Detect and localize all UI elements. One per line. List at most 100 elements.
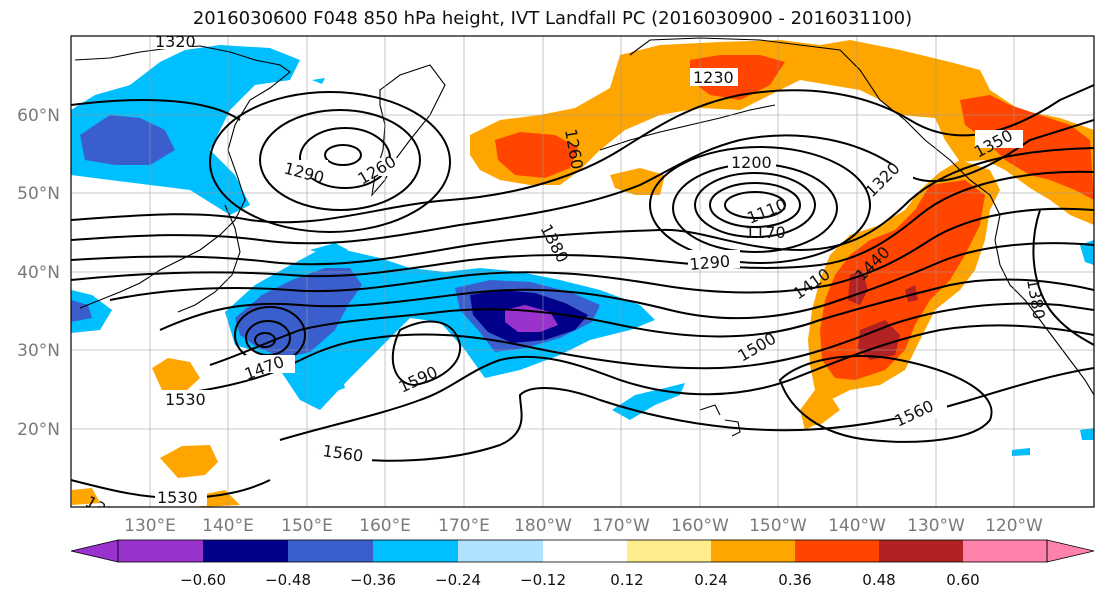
colorbar-label: −0.60	[180, 571, 226, 589]
positive-region-west-4	[72, 488, 100, 505]
contour-aleutian-low-5	[649, 146, 871, 264]
colorbar-label: 0.24	[694, 571, 727, 589]
contour-flow-1	[71, 99, 241, 121]
negative-region-patch-1	[310, 243, 348, 256]
negative-region-northwest	[71, 45, 300, 215]
positive-region-north	[470, 40, 1094, 225]
positive-region-north-mid	[495, 132, 578, 178]
contour-flow-2	[71, 84, 1094, 224]
colorbar-label: 0.60	[946, 571, 979, 589]
colorbar-right-extend	[1046, 539, 1095, 563]
colorbar-label: −0.12	[520, 571, 566, 589]
colorbar-left-extend	[70, 539, 119, 563]
positive-region-west-3	[200, 490, 240, 507]
colorbar-label: 0.12	[610, 571, 643, 589]
negative-region-patch-5	[1080, 428, 1094, 440]
negative-region-patch-7	[312, 78, 325, 84]
contour-west-low-4	[209, 91, 451, 233]
coastline-aleutians	[599, 104, 776, 151]
lat-label: 60°N	[17, 106, 60, 126]
contour-east-edge	[1032, 209, 1094, 346]
contour-label: 1200	[731, 153, 772, 172]
colorbar-swatch	[795, 540, 879, 562]
positive-region-small-1	[610, 168, 665, 195]
height-contours	[71, 84, 1094, 500]
lon-label: 180°W	[514, 516, 572, 536]
contour-label-group: 1320 1230 1260 1290 1260 1200 1350 1320 …	[82, 32, 1049, 507]
lat-label: 50°N	[17, 184, 60, 204]
colorbar-frame	[117, 539, 1048, 563]
negative-region-patch-4	[1012, 448, 1030, 456]
colorbar-label: 0.48	[862, 571, 895, 589]
coastline-japan	[177, 204, 241, 313]
contour-aleutian-low-3	[694, 172, 816, 238]
colorbar-swatch	[711, 540, 795, 562]
positive-region-west-1	[152, 358, 200, 392]
lat-label: 20°N	[17, 420, 60, 440]
contour-label: 1170	[745, 223, 786, 242]
positive-region-plume-core3	[905, 285, 918, 302]
colorbar-swatch	[203, 540, 288, 562]
negative-region-patch-6	[1080, 240, 1094, 265]
positive-region-west-2	[160, 445, 218, 478]
colorbar-label: 0.36	[778, 571, 811, 589]
lon-label: 170°E	[438, 516, 490, 536]
contour-flow-8	[209, 278, 1094, 366]
contour-flow-7	[159, 242, 1094, 331]
positive-region-north-mid3	[960, 95, 1094, 200]
contour-label: 1320	[155, 32, 196, 51]
contour-label: 1290	[689, 252, 731, 274]
lon-label: 130°W	[907, 516, 965, 536]
colorbar-swatch	[627, 540, 711, 562]
negative-region-west-edge	[71, 290, 112, 333]
contour-flow-5	[71, 170, 1094, 281]
colorbar-swatch	[288, 540, 373, 562]
map-title: 2016030600 F048 850 hPa height, IVT Land…	[192, 8, 913, 29]
contour-west-low-3	[259, 109, 421, 211]
lon-label: 150°W	[749, 516, 807, 536]
contour-flow-10	[279, 324, 1094, 441]
coastline-hawaii	[699, 404, 741, 437]
lon-label: 160°W	[671, 516, 729, 536]
longitude-labels: 130°E 140°E 150°E 160°E 170°E 180°W 170°…	[124, 516, 1043, 536]
lon-label: 150°E	[281, 516, 333, 536]
colorbar-swatch	[118, 540, 203, 562]
lon-label: 130°E	[124, 516, 176, 536]
lon-label: 120°W	[985, 516, 1043, 536]
lon-label: 160°E	[359, 516, 411, 536]
colorbar-swatch	[963, 540, 1047, 562]
lat-label: 30°N	[17, 341, 60, 361]
colorbar-labels: −0.60 −0.48 −0.36 −0.24 −0.12 0.12 0.24 …	[180, 571, 980, 589]
colorbar-label: −0.36	[350, 571, 396, 589]
negative-region-patch-3	[318, 370, 345, 395]
contour-aleutian-low-2	[709, 182, 801, 228]
latitude-labels: 60°N 50°N 40°N 30°N 20°N	[17, 106, 60, 440]
contour-label: 1530	[157, 488, 198, 507]
contour-south-high	[778, 355, 993, 443]
lon-label: 140°E	[202, 516, 254, 536]
colorbar-label: −0.48	[265, 571, 311, 589]
contour-flow-4	[71, 147, 1094, 266]
lat-label: 40°N	[17, 263, 60, 283]
plot-frame	[70, 35, 1095, 508]
contour-label: 1530	[165, 390, 206, 409]
contour-loop-1590	[391, 320, 462, 387]
coastline-alaska	[629, 37, 1001, 241]
colorbar-label: −0.24	[435, 571, 481, 589]
contour-west-low-1	[324, 144, 362, 166]
lon-label: 170°W	[592, 516, 650, 536]
lon-label: 140°W	[828, 516, 886, 536]
positive-region-south-1	[805, 395, 840, 425]
colorbar: −0.60 −0.48 −0.36 −0.24 −0.12 0.12 0.24 …	[70, 539, 1095, 589]
colorbar-swatch	[458, 540, 543, 562]
contour-flow-6	[109, 207, 1094, 301]
map-plot-area: 1320 1230 1260 1290 1260 1200 1350 1320 …	[71, 32, 1094, 507]
negative-region-northwest-core	[80, 115, 175, 165]
contour-flow-11	[319, 367, 1094, 462]
colorbar-swatch	[879, 540, 963, 562]
contour-aleutian-low-1	[724, 191, 786, 219]
colorbar-swatch	[373, 540, 458, 562]
contour-label: 1230	[693, 68, 734, 87]
colorbar-swatch	[543, 540, 627, 562]
